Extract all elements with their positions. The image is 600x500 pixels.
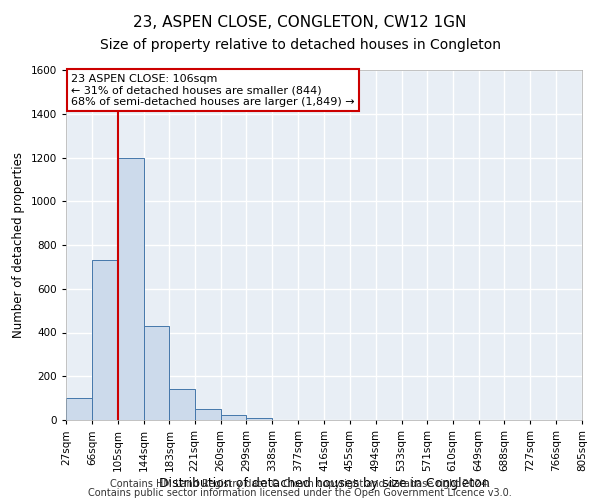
Y-axis label: Number of detached properties: Number of detached properties: [12, 152, 25, 338]
Text: Contains HM Land Registry data © Crown copyright and database right 2024.: Contains HM Land Registry data © Crown c…: [110, 479, 490, 489]
Bar: [118, 158, 143, 420]
Bar: [221, 414, 247, 420]
Bar: [143, 326, 169, 420]
Text: 23, ASPEN CLOSE, CONGLETON, CW12 1GN: 23, ASPEN CLOSE, CONGLETON, CW12 1GN: [133, 15, 467, 30]
Bar: [194, 409, 221, 420]
Bar: [66, 398, 92, 420]
Text: Size of property relative to detached houses in Congleton: Size of property relative to detached ho…: [100, 38, 500, 52]
Text: Contains public sector information licensed under the Open Government Licence v3: Contains public sector information licen…: [88, 488, 512, 498]
Bar: [92, 260, 118, 420]
X-axis label: Distribution of detached houses by size in Congleton: Distribution of detached houses by size …: [158, 476, 490, 490]
Bar: [247, 418, 272, 420]
Bar: [169, 390, 194, 420]
Text: 23 ASPEN CLOSE: 106sqm
← 31% of detached houses are smaller (844)
68% of semi-de: 23 ASPEN CLOSE: 106sqm ← 31% of detached…: [71, 74, 355, 106]
